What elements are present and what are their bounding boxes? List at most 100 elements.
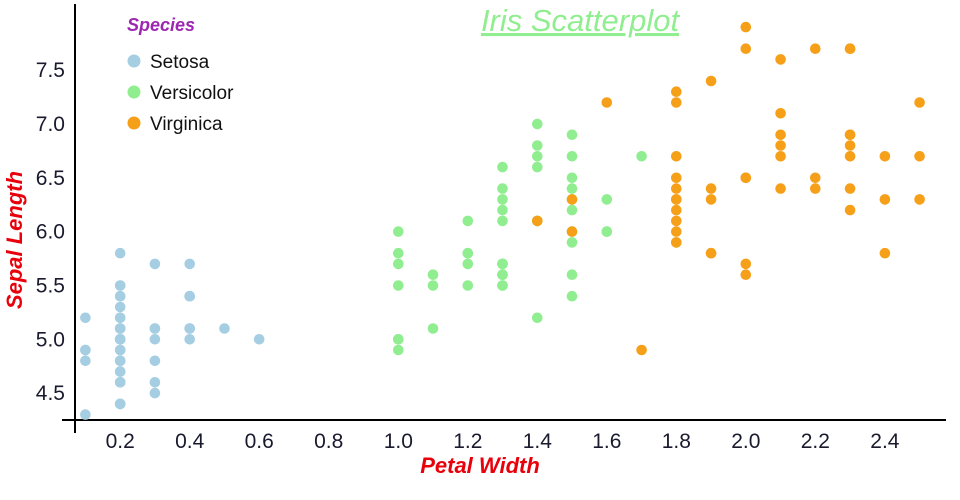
data-point-setosa [114, 344, 126, 356]
x-tick-label: 0.8 [314, 430, 343, 453]
data-point-virginica [879, 194, 891, 205]
data-point-versicolor [497, 280, 508, 291]
legend-swatch-virginica [127, 116, 141, 130]
data-point-virginica [879, 247, 891, 259]
data-point-virginica [671, 194, 682, 205]
x-tick-label: 2.2 [801, 430, 830, 453]
data-point-virginica [566, 194, 578, 205]
data-point-setosa [253, 334, 265, 345]
data-point-versicolor [566, 237, 578, 248]
data-point-versicolor [462, 258, 474, 270]
data-point-virginica [844, 140, 856, 151]
data-point-virginica [810, 183, 821, 194]
data-point-versicolor [497, 258, 508, 270]
data-point-setosa [184, 323, 195, 334]
data-point-setosa [184, 258, 195, 270]
data-point-virginica [671, 183, 682, 194]
x-tick-label: 1.0 [384, 430, 413, 453]
data-point-setosa [149, 258, 161, 270]
data-point-virginica [740, 269, 752, 281]
data-point-versicolor [497, 269, 508, 281]
data-point-setosa [184, 334, 195, 345]
data-point-setosa [80, 344, 91, 356]
data-point-virginica [775, 54, 786, 65]
data-point-versicolor [532, 312, 543, 324]
data-point-versicolor [427, 323, 439, 334]
data-point-versicolor [497, 194, 508, 205]
data-point-versicolor [532, 151, 543, 162]
x-tick-label: 1.4 [523, 430, 553, 453]
data-point-setosa [114, 290, 126, 302]
data-point-virginica [775, 140, 786, 151]
x-tick-label: 1.8 [662, 430, 691, 453]
data-point-virginica [705, 183, 717, 194]
data-point-setosa [80, 409, 91, 420]
data-point-versicolor [566, 172, 578, 184]
data-point-virginica [775, 129, 786, 141]
data-point-setosa [219, 323, 230, 334]
data-point-setosa [114, 366, 126, 377]
y-tick-label: 7.5 [36, 59, 65, 82]
x-tick-label: 0.2 [106, 430, 135, 453]
y-tick-label: 4.5 [36, 382, 65, 405]
data-point-versicolor [566, 204, 578, 216]
x-tick-label: 0.6 [245, 430, 274, 453]
x-tick-label: 1.2 [453, 430, 482, 453]
data-point-setosa [114, 301, 126, 313]
data-point-virginica [671, 226, 682, 237]
data-point-versicolor [393, 247, 404, 259]
data-point-virginica [601, 97, 613, 108]
data-point-versicolor [532, 140, 543, 151]
data-point-setosa [149, 355, 161, 367]
data-point-virginica [844, 129, 856, 141]
data-point-setosa [80, 312, 91, 324]
data-point-versicolor [532, 161, 543, 173]
data-point-versicolor [566, 183, 578, 194]
data-point-versicolor [393, 226, 404, 237]
data-point-virginica [844, 43, 856, 54]
legend-swatch-versicolor [127, 85, 141, 99]
legend-label-versicolor: Versicolor [150, 83, 234, 104]
data-point-versicolor [566, 151, 578, 162]
data-point-virginica [705, 75, 717, 87]
data-point-virginica [740, 172, 752, 184]
plot-area: 0.2 0.4 0.6 0.8 1.0 1.2 1.4 1.6 1.8 2.0 2.2 2.4 4.5 5… [36, 4, 946, 453]
data-point-virginica [775, 108, 786, 119]
data-point-versicolor [393, 280, 404, 291]
x-tick-label: 1.6 [592, 430, 621, 453]
legend-label-setosa: Setosa [150, 52, 210, 73]
data-point-versicolor [393, 334, 404, 345]
data-point-setosa [114, 398, 126, 410]
data-point-versicolor [393, 344, 404, 356]
data-point-setosa [114, 334, 126, 345]
data-point-virginica [810, 172, 821, 184]
data-point-versicolor [532, 118, 543, 130]
data-point-virginica [914, 194, 925, 205]
data-point-versicolor [601, 226, 613, 237]
data-point-versicolor [497, 161, 508, 173]
data-point-virginica [671, 86, 682, 97]
data-point-virginica [810, 43, 821, 54]
y-tick-label: 6.0 [36, 221, 65, 244]
data-point-versicolor [497, 215, 508, 227]
data-point-versicolor [497, 183, 508, 194]
y-axis-label: Sepal Length [2, 171, 27, 309]
data-point-versicolor [566, 129, 578, 141]
data-point-virginica [671, 204, 682, 216]
legend-title: Species [127, 15, 195, 35]
data-point-versicolor [462, 280, 474, 291]
data-point-versicolor [427, 269, 439, 281]
data-point-setosa [114, 377, 126, 388]
data-point-virginica [671, 237, 682, 248]
legend: Species Setosa Versicolor Virginica [127, 15, 234, 135]
data-point-setosa [149, 377, 161, 388]
data-point-setosa [149, 334, 161, 345]
x-tick-label: 2.0 [731, 430, 760, 453]
data-point-virginica [671, 215, 682, 227]
data-point-virginica [705, 194, 717, 205]
data-point-versicolor [497, 204, 508, 216]
data-point-virginica [914, 97, 925, 108]
data-point-virginica [879, 151, 891, 162]
data-point-virginica [636, 344, 647, 356]
